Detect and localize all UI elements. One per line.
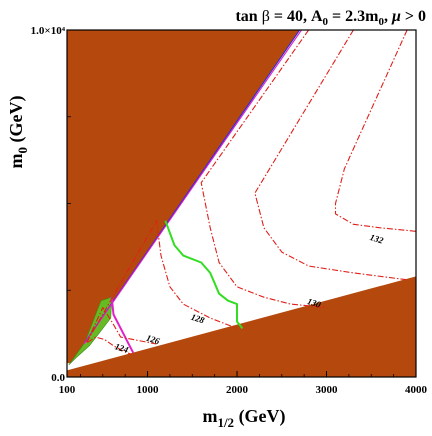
contour-label-124: 124 (114, 341, 130, 355)
title-tan: tan (235, 8, 261, 25)
contour-label-130: 130 (306, 296, 322, 310)
x-tick-label: 2000 (226, 384, 249, 396)
x-axis-title-main: m (202, 406, 217, 426)
y-axis-title-main: m (6, 153, 26, 168)
contour-labels: 124 126 128 130 132 (114, 232, 385, 355)
no-ewsb-region (67, 30, 300, 364)
title-mu: μ (391, 8, 401, 25)
title-comma: , (384, 8, 392, 25)
x-axis-title-sub: 1/2 (217, 415, 234, 430)
title-m-sub: 0 (378, 16, 384, 28)
contour-label-128: 128 (190, 312, 206, 326)
title-cond: > 0 (401, 8, 426, 25)
y-axis-title-sub: 0 (15, 147, 30, 154)
x-axis-title: m1/2 (GeV) (202, 406, 285, 430)
higgs-contour-124 (87, 336, 132, 355)
title-a-sub: 0 (323, 16, 329, 28)
title-beta: β (262, 8, 270, 25)
x-tick-label: 1000 (137, 384, 160, 396)
higgs-contour-128 (86, 220, 238, 343)
contour-label-126: 126 (145, 333, 161, 347)
higgs-contour-132 (334, 30, 416, 232)
higgs-contour-130b (254, 30, 408, 281)
dark-matter-band (68, 296, 113, 366)
contour-label-132: 132 (369, 232, 385, 246)
contour-series (68, 30, 416, 366)
x-tick-label: 3000 (316, 384, 339, 396)
boundary-purple (83, 30, 302, 345)
title-eq1: = 40, A (270, 8, 323, 25)
magenta-contour (110, 297, 135, 354)
chart-title: tan β = 40, A0 = 2.3m0, μ > 0 (235, 8, 426, 28)
higgs-contour-130 (200, 30, 327, 309)
y-tick-label: 0.0 (51, 372, 65, 384)
green-contour (164, 220, 244, 330)
x-axis-ticks: 100 1000 2000 3000 4000 (59, 371, 428, 396)
y-axis-title: m0 (GeV) (6, 96, 30, 169)
title-eq2: = 2.3m (328, 8, 379, 25)
y-tick-label: 1.0×10⁴ (31, 25, 66, 37)
y-axis-ticks: 0.0 1.0×10⁴ (31, 25, 73, 384)
x-axis-title-rest: (GeV) (234, 406, 285, 427)
x-tick-label: 4000 (405, 384, 428, 396)
higgs-contour-126 (86, 307, 157, 345)
y-axis-title-rest: (GeV) (6, 96, 27, 147)
x-tick-label: 100 (59, 384, 76, 396)
